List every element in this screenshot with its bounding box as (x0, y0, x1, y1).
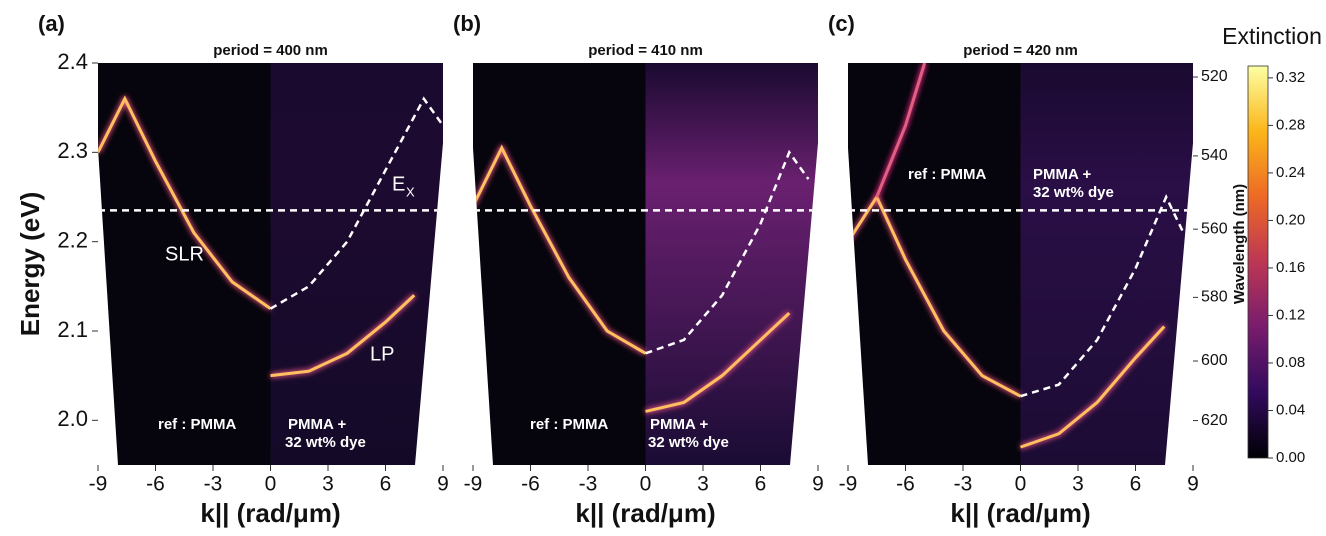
y2-tick-label: 560 (1201, 220, 1228, 237)
annotation: PMMA + (650, 416, 708, 433)
x-tick-label: 3 (322, 473, 334, 496)
x-tick-label: -9 (464, 473, 483, 496)
x-tick-label: 0 (640, 473, 652, 496)
y-tick-label: 2.3 (57, 138, 88, 163)
annotation: LP (370, 343, 394, 365)
colorbar-tick-label: 0.32 (1276, 69, 1305, 86)
panel-title: period = 400 nm (213, 42, 328, 59)
heatmap (473, 63, 818, 465)
mode-curve (98, 95, 272, 310)
heatmap-left (98, 63, 271, 465)
x-tick-label: 9 (437, 473, 449, 496)
x-tick-label: 9 (812, 473, 824, 496)
x-tick-label: -6 (896, 473, 915, 496)
heatmap (98, 63, 443, 465)
heatmap-left (848, 63, 1021, 465)
annotation: ref : PMMA (530, 416, 609, 433)
colorbar-tick-label: 0.28 (1276, 116, 1305, 133)
y2-tick-label: 580 (1201, 289, 1228, 306)
colorbar-tick-label: 0.04 (1276, 401, 1305, 418)
mode-curve (473, 144, 647, 355)
y2-tick-label: 520 (1201, 68, 1228, 85)
annotation: 32 wt% dye (648, 434, 729, 451)
mode-curve (848, 193, 1022, 398)
heatmap-right (645, 63, 818, 465)
annotation: SLR (165, 243, 204, 265)
y-tick-label: 2.0 (57, 406, 88, 431)
y-tick-label: 2.4 (57, 49, 88, 74)
exciton-label: E (392, 173, 405, 195)
colorbar (1247, 65, 1269, 459)
heatmap-left (473, 63, 646, 465)
annotation: 32 wt% dye (1033, 184, 1114, 201)
x-tick-label: 3 (1072, 473, 1084, 496)
x-tick-label: 0 (1015, 473, 1027, 496)
heatmap (848, 63, 1193, 465)
y2-tick-label: 540 (1201, 147, 1228, 164)
x-tick-label: 6 (755, 473, 767, 496)
annotation: ref : PMMA (158, 416, 237, 433)
colorbar-tick-label: 0.08 (1276, 354, 1305, 371)
heatmap-right (1020, 63, 1193, 465)
colorbar-tick-label: 0.00 (1276, 449, 1305, 466)
x-tick-label: -3 (579, 473, 598, 496)
heatmap-right (270, 63, 443, 465)
x-axis-label: k|| (rad/μm) (575, 498, 715, 528)
mode-curve (645, 312, 791, 413)
panel-label: (c) (828, 11, 855, 36)
x-tick-label: -9 (89, 473, 108, 496)
dashed-curve (1020, 193, 1185, 398)
y-axis-label: Energy (eV) (15, 192, 45, 337)
panel-label: (a) (38, 11, 65, 36)
y2-tick-label: 600 (1201, 352, 1228, 369)
y2-axis-label: Wavelength (nm) (1231, 184, 1248, 304)
y-tick-label: 2.2 (57, 227, 88, 252)
colorbar-tick-label: 0.24 (1276, 164, 1305, 181)
x-axis-label: k|| (rad/μm) (950, 498, 1090, 528)
x-tick-label: 0 (265, 473, 277, 496)
exciton-label-sub: X (406, 184, 415, 199)
y2-tick-label: 620 (1201, 412, 1228, 429)
dashed-curve (269, 96, 443, 310)
annotation: PMMA + (288, 416, 346, 433)
mode-curve (270, 294, 416, 378)
colorbar-tick-label: 0.16 (1276, 259, 1305, 276)
annotation: 32 wt% dye (285, 434, 366, 451)
x-tick-label: 6 (380, 473, 392, 496)
x-tick-label: -3 (954, 473, 973, 496)
annotation: ref : PMMA (908, 166, 987, 183)
colorbar-title: Extinction (1222, 23, 1322, 49)
x-tick-label: 9 (1187, 473, 1199, 496)
mode-curve (875, 63, 927, 198)
x-tick-label: -9 (839, 473, 858, 496)
colorbar-tick-label: 0.12 (1276, 306, 1305, 323)
panel-title: period = 420 nm (963, 42, 1078, 59)
x-tick-label: -3 (204, 473, 223, 496)
colorbar-tick-label: 0.20 (1276, 211, 1305, 228)
x-tick-label: -6 (521, 473, 540, 496)
x-tick-label: 3 (697, 473, 709, 496)
annotation: PMMA + (1033, 166, 1091, 183)
x-tick-label: -6 (146, 473, 165, 496)
x-tick-label: 6 (1130, 473, 1142, 496)
panel-title: period = 410 nm (588, 42, 703, 59)
x-axis-label: k|| (rad/μm) (200, 498, 340, 528)
panel-label: (b) (453, 11, 481, 36)
y-tick-label: 2.1 (57, 317, 88, 342)
mode-curve (1020, 325, 1166, 449)
